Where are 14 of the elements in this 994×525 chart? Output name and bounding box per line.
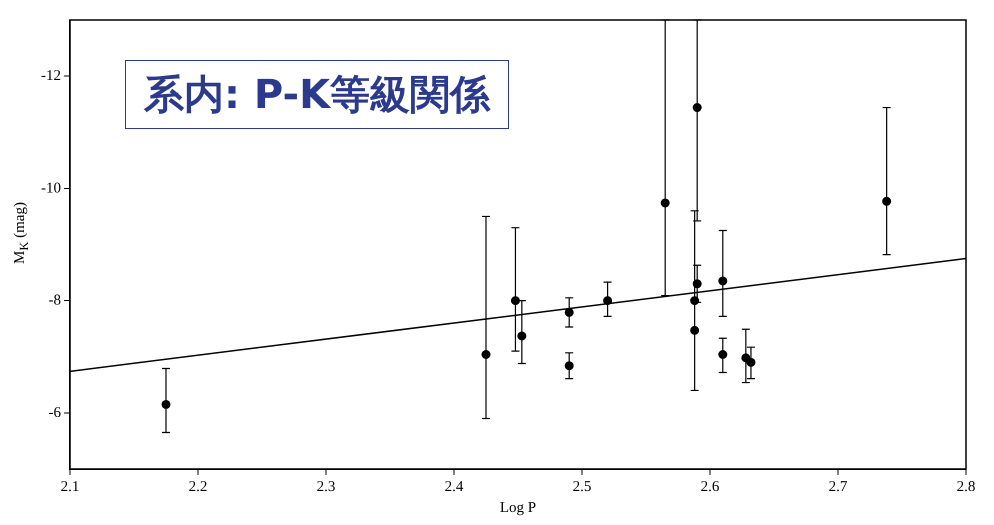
y-tick-label: -6 <box>48 404 62 421</box>
x-tick-label: 2.2 <box>188 478 208 495</box>
x-tick-label: 2.7 <box>828 478 848 495</box>
x-tick-label: 2.8 <box>956 478 976 495</box>
y-tick-label: -12 <box>40 68 61 84</box>
x-tick-label: 2.6 <box>700 478 720 495</box>
text: 系内: P-K等級関係 <box>124 60 510 129</box>
y-tick-label: -8 <box>48 292 61 309</box>
x-tick-label: 2.4 <box>444 478 464 495</box>
x-axis-title: Log P <box>500 500 536 516</box>
x-tick-label: 2.3 <box>316 478 336 495</box>
y-tick-label: -10 <box>40 180 61 196</box>
x-tick-label: 2.1 <box>60 478 80 495</box>
x-tick-label: 2.5 <box>572 478 592 495</box>
